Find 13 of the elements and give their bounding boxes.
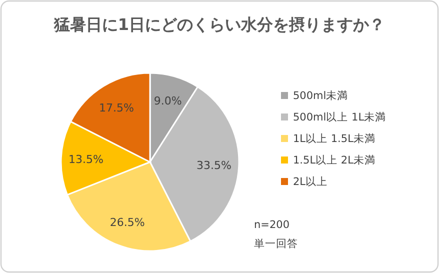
- legend-label: 500ml以上 1L未満: [293, 110, 386, 124]
- text: n=200: [254, 219, 290, 231]
- legend-label: 500ml未満: [293, 89, 348, 102]
- data-label: 26.5%: [110, 216, 145, 229]
- data-label: 17.5%: [99, 101, 134, 114]
- legend-label: 1L以上 1.5L未満: [293, 132, 376, 145]
- text: 単一回答: [254, 238, 298, 250]
- legend-label: 1.5L以上 2L未満: [293, 154, 376, 166]
- data-label: 13.5%: [68, 152, 104, 166]
- data-label: 9.0%: [154, 94, 182, 108]
- legend-label: 2L以上: [293, 175, 328, 188]
- chart-title: 猛暑日に1日にどのくらい水分を摂りますか？: [52, 15, 386, 34]
- data-label: 33.5%: [196, 159, 232, 172]
